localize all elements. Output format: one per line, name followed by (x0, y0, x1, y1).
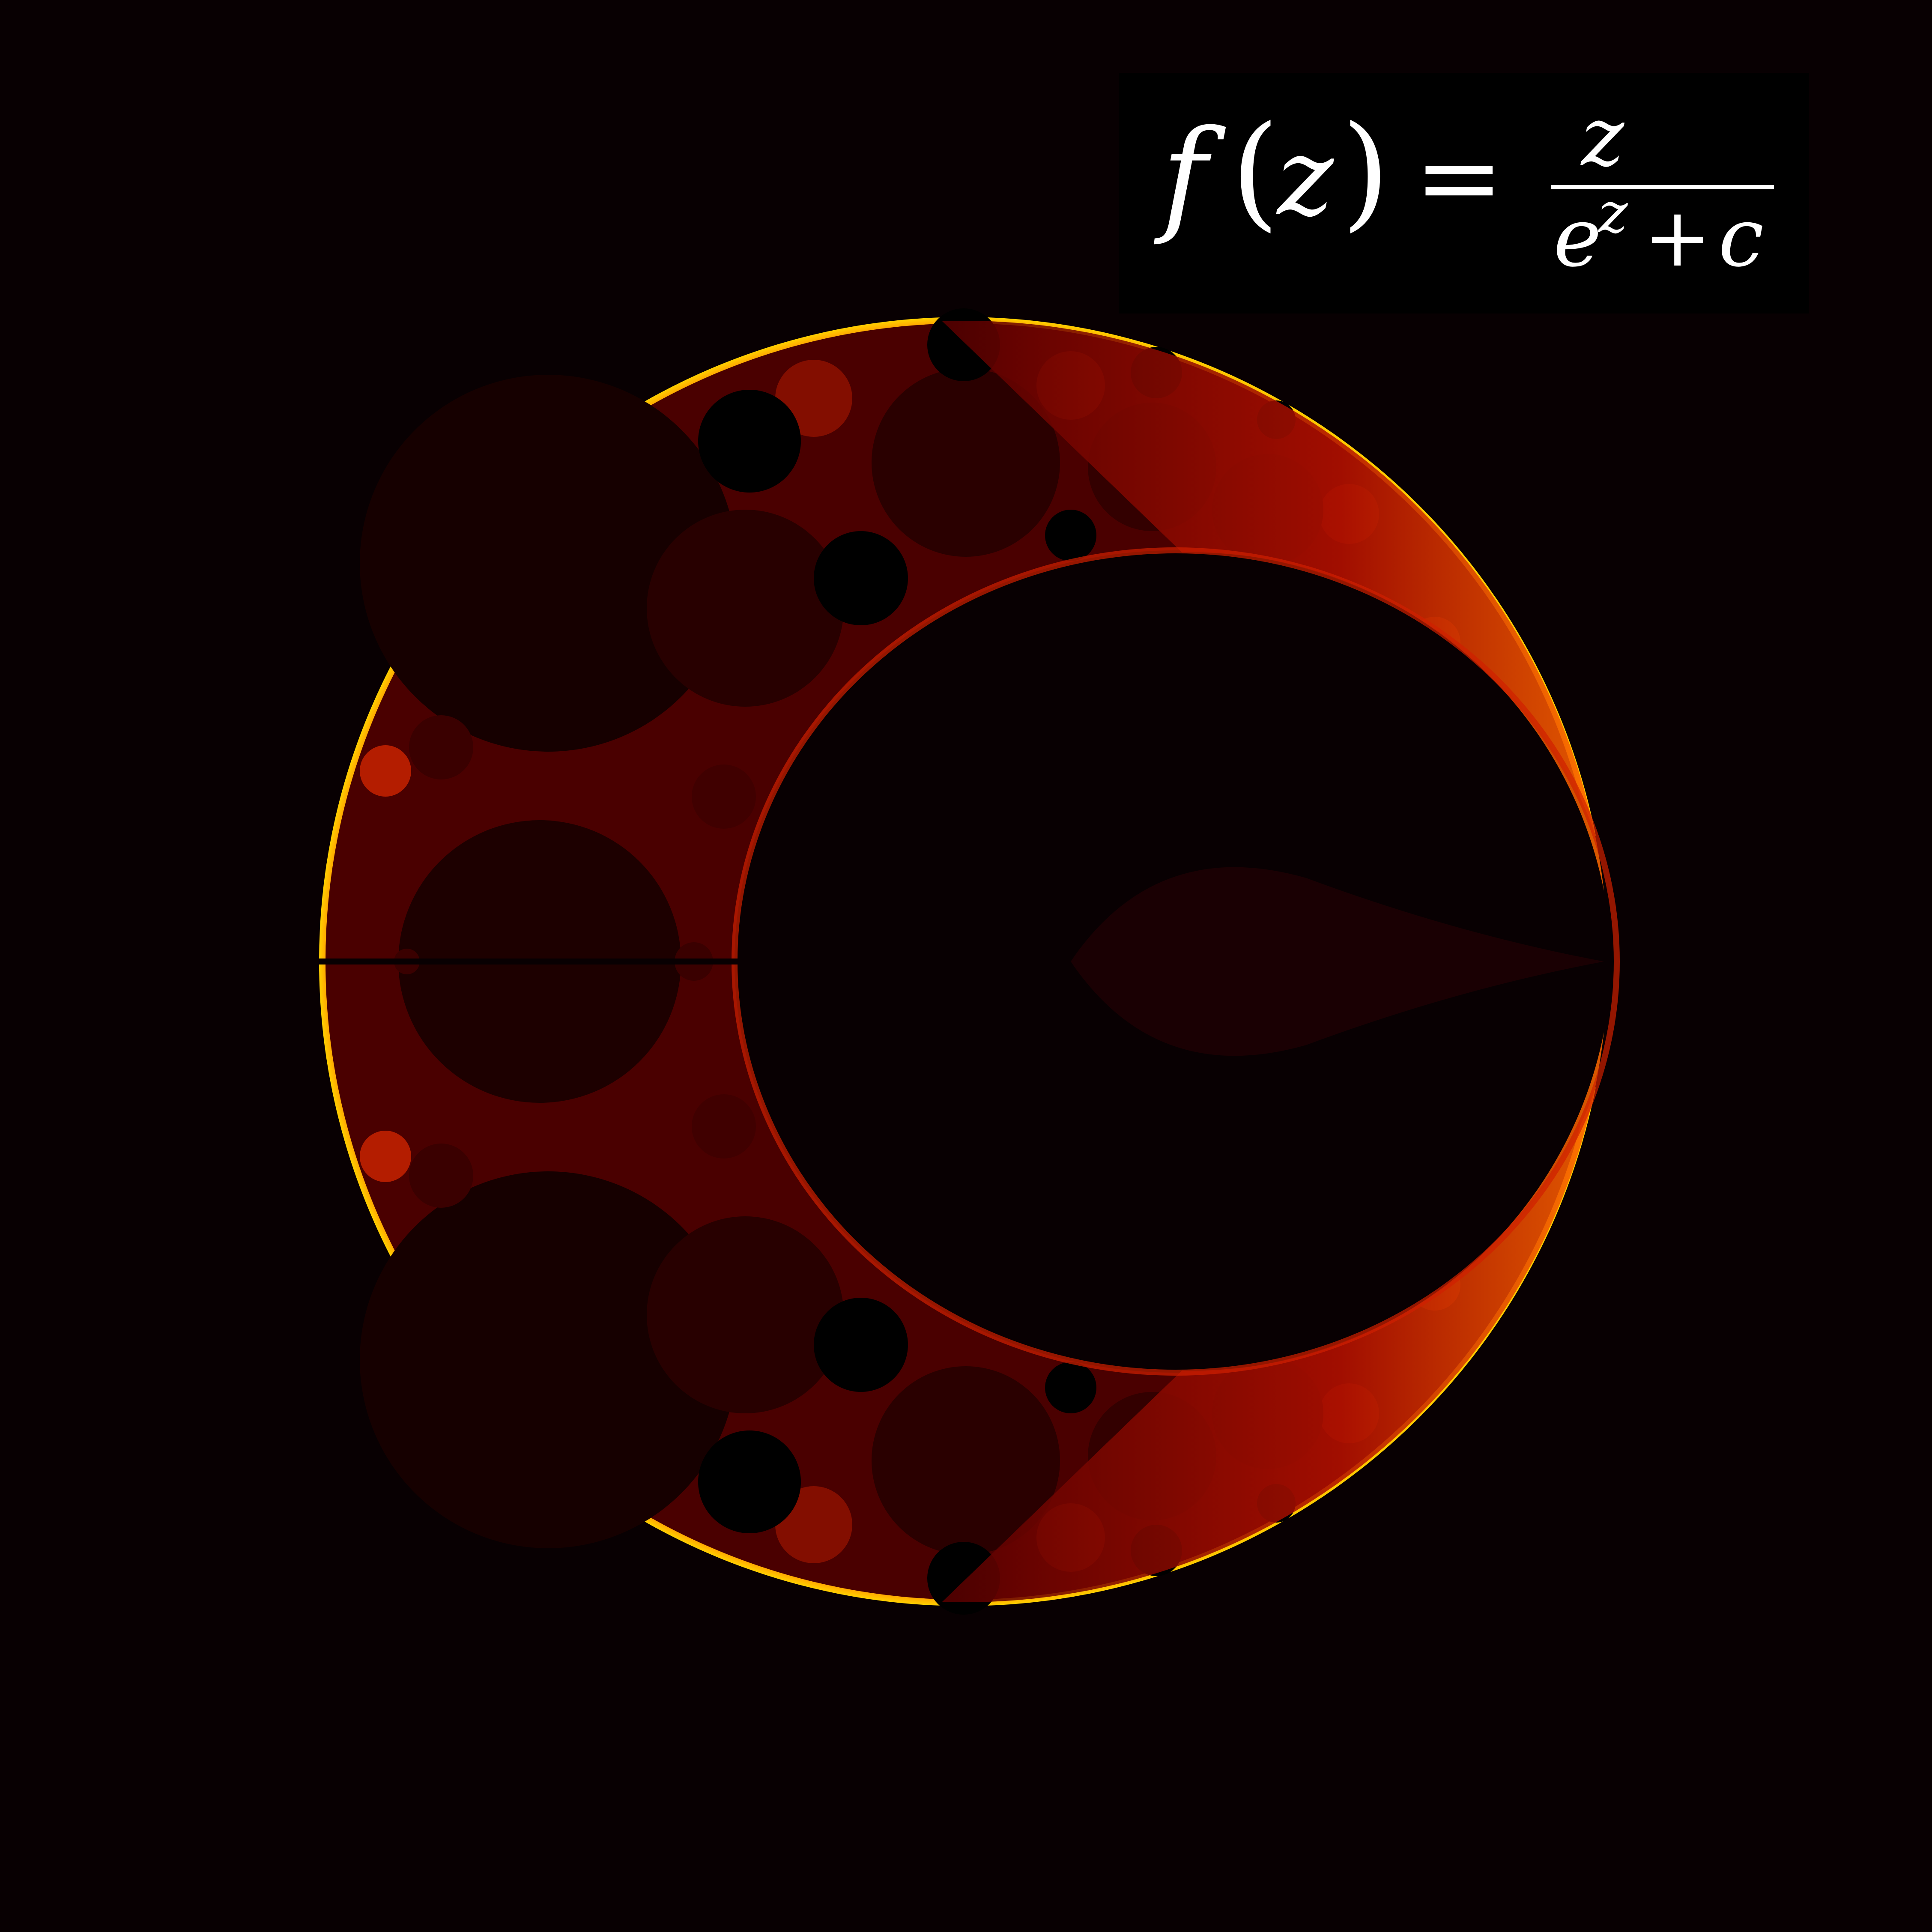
formula-open-paren: ( (1231, 99, 1279, 244)
formula-numerator: z (1580, 90, 1625, 184)
left-notch (317, 959, 758, 965)
formula-denominator-exp: z (1598, 180, 1628, 245)
formula: f ( z ) = z e z + c (1154, 90, 1774, 285)
right-crescent-upper (942, 321, 1604, 891)
formula-denominator-base: e (1553, 190, 1601, 285)
formula-denominator-const: c (1718, 190, 1764, 285)
formula-equals: = (1414, 115, 1504, 239)
formula-denominator-plus: + (1643, 190, 1711, 285)
right-crescent-lower (942, 1032, 1604, 1602)
formula-func: f (1154, 104, 1227, 248)
central-spike (1071, 867, 1604, 1056)
formula-box: f ( z ) = z e z + c (1119, 73, 1809, 314)
formula-close-paren: ) (1341, 99, 1390, 244)
fraction-bar (1551, 185, 1774, 189)
formula-var: z (1276, 115, 1334, 239)
